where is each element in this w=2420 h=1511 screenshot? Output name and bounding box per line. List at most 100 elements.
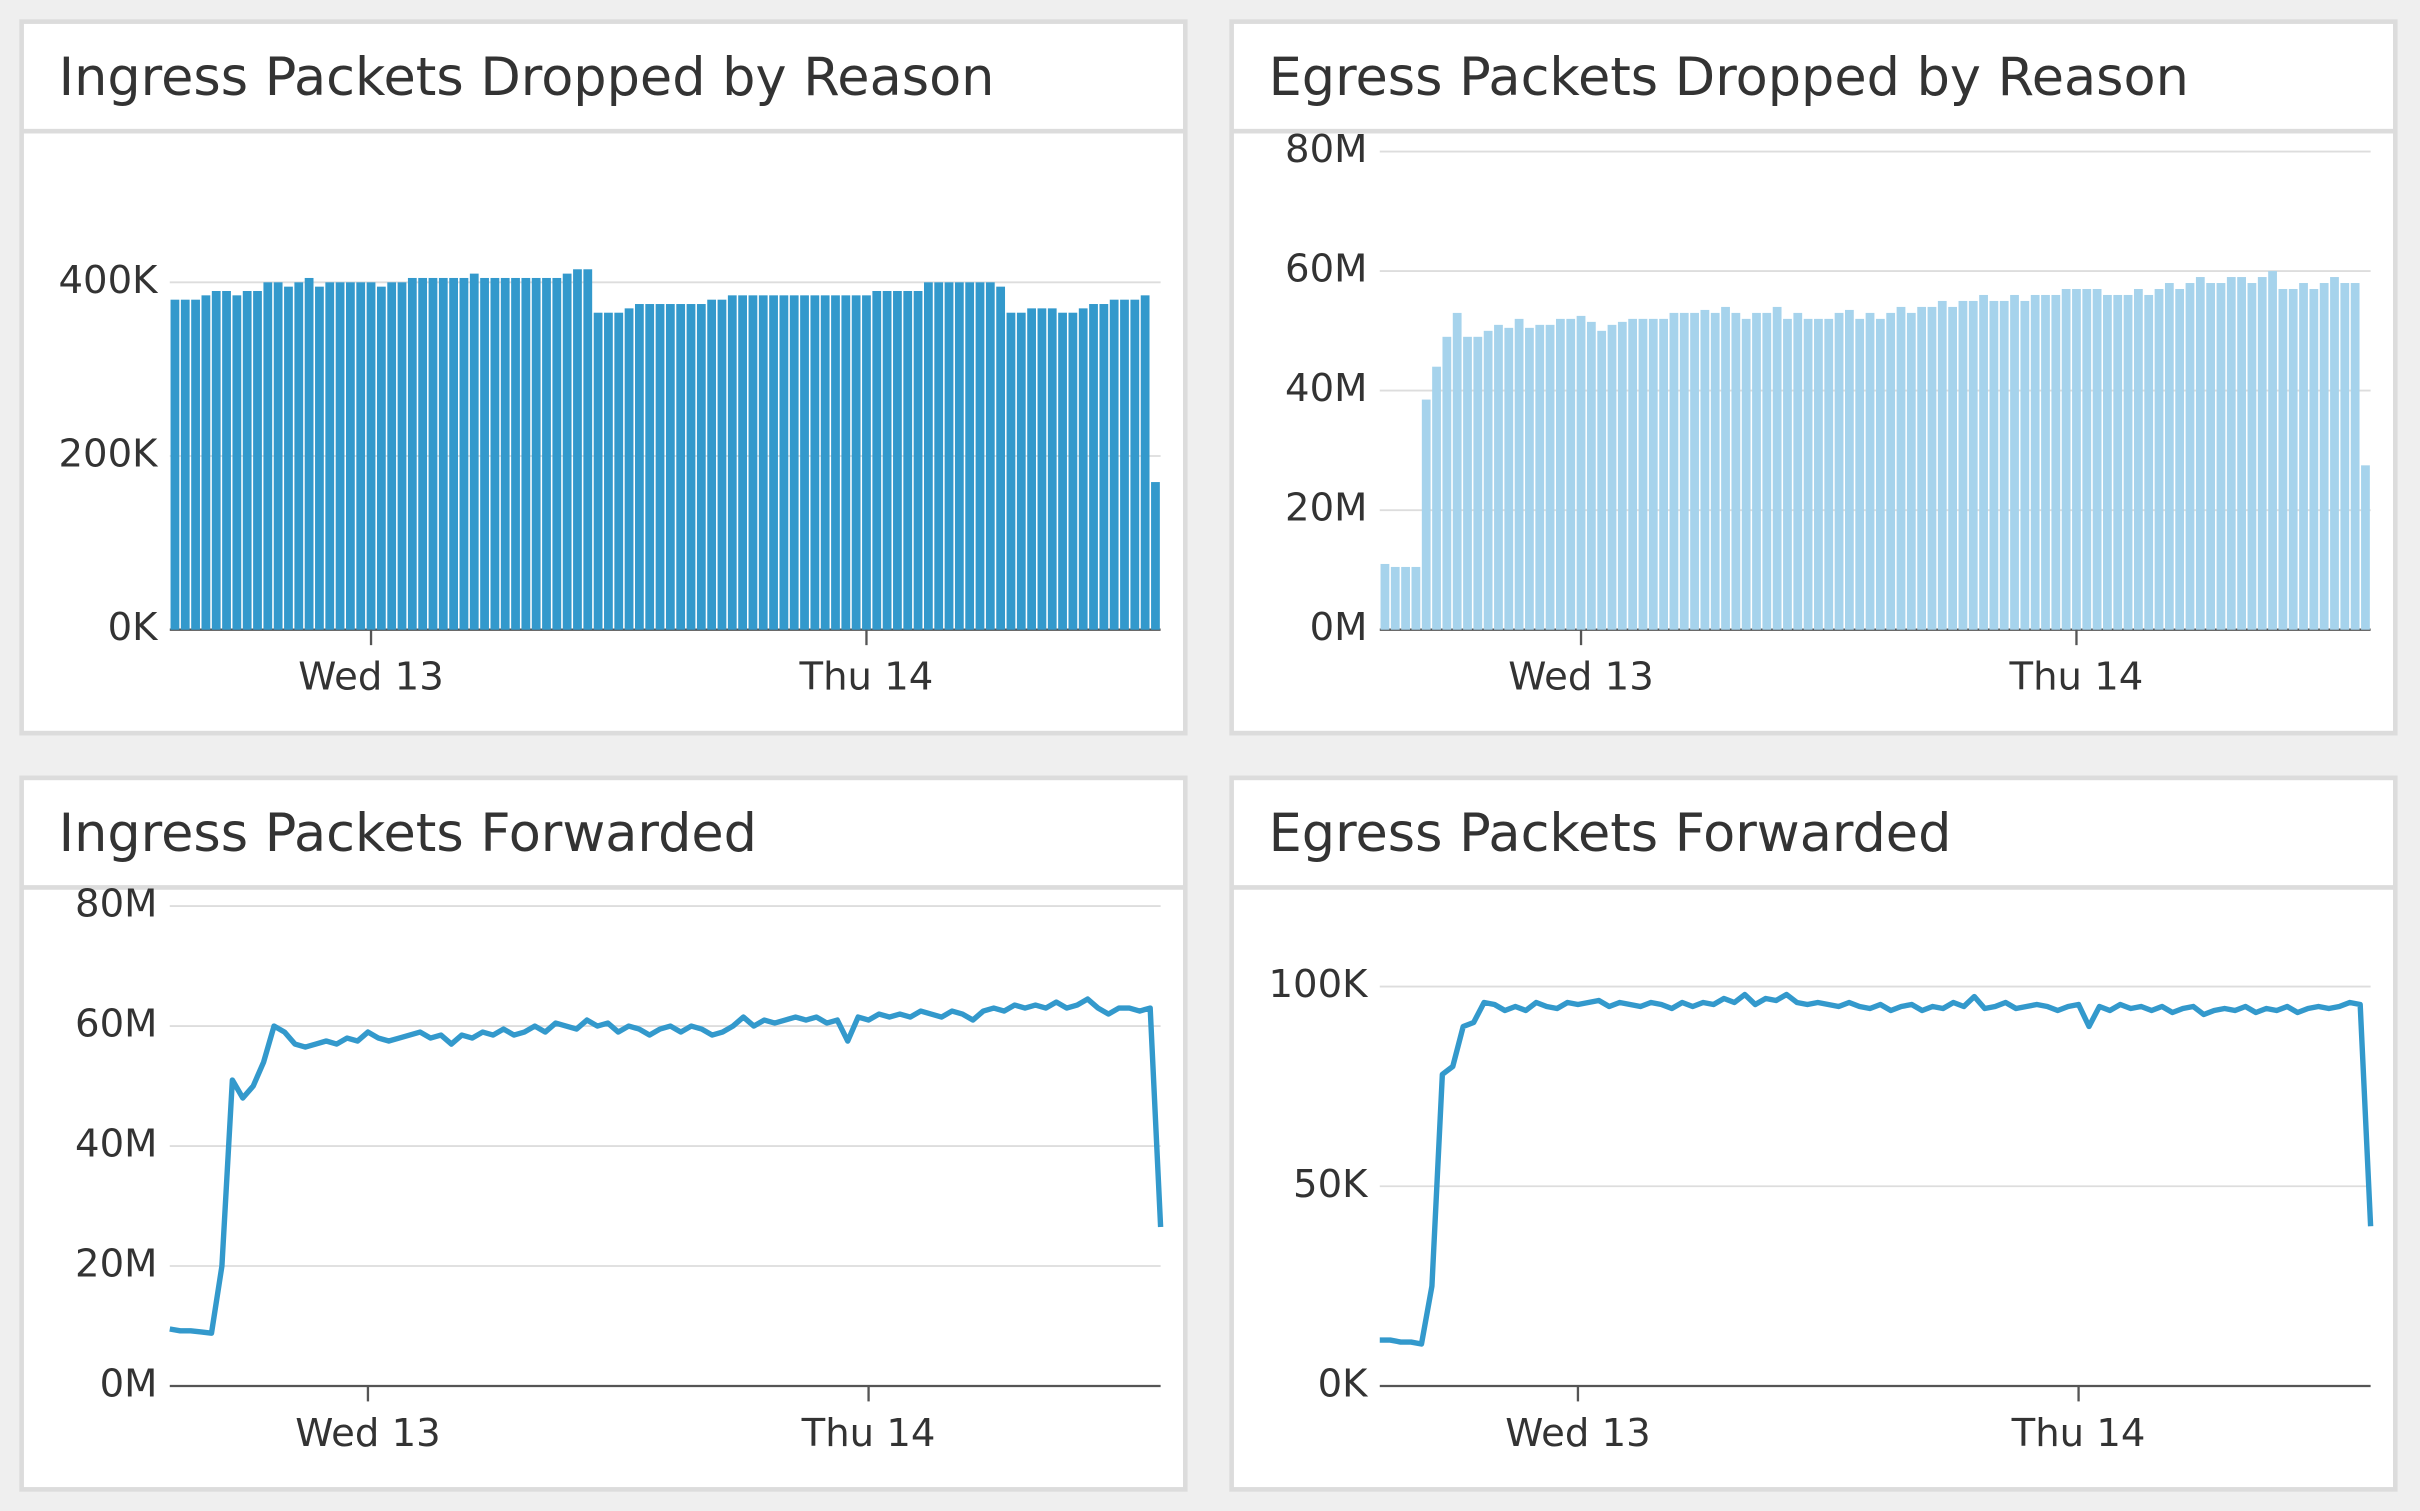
bar	[944, 282, 954, 630]
bar	[779, 295, 789, 630]
x-tick-label: Wed 13	[298, 655, 443, 700]
bar	[1937, 300, 1947, 630]
bar	[1380, 563, 1390, 630]
bar	[1401, 566, 1410, 630]
bar	[1999, 300, 2009, 630]
bar	[2195, 277, 2205, 630]
bar	[1917, 306, 1927, 630]
bar	[542, 277, 551, 630]
x-tick-label: Wed 13	[295, 1411, 440, 1456]
bar	[1669, 312, 1679, 630]
bar	[1120, 299, 1129, 630]
bar	[1390, 566, 1400, 630]
y-tick-label: 40M	[75, 1122, 157, 1167]
bar	[1741, 318, 1751, 630]
bar	[2144, 294, 2154, 630]
bar	[1834, 312, 1844, 630]
bar	[1844, 309, 1854, 630]
bar	[1824, 318, 1834, 630]
bar	[593, 312, 603, 630]
bar	[480, 277, 489, 630]
bar	[366, 282, 376, 630]
bar	[2175, 288, 2185, 630]
bar	[1556, 318, 1565, 630]
bar	[1906, 312, 1916, 630]
bar	[841, 295, 851, 630]
bar	[2361, 465, 2370, 630]
bar	[789, 295, 799, 630]
bar	[2154, 288, 2164, 630]
bar	[1535, 324, 1545, 630]
y-tick-label: 0K	[108, 605, 160, 650]
bar	[2061, 288, 2071, 630]
bar	[325, 282, 335, 630]
bar	[903, 290, 913, 630]
bar	[1762, 312, 1772, 630]
bar	[831, 295, 840, 630]
bar	[1607, 324, 1617, 630]
bar	[387, 282, 397, 630]
bar	[2309, 288, 2319, 630]
bar	[2113, 294, 2123, 630]
bar	[2010, 294, 2019, 630]
y-tick-label: 0M	[100, 1361, 158, 1406]
bar	[552, 277, 562, 630]
bar	[1452, 312, 1462, 630]
bar	[1566, 318, 1576, 630]
bar	[418, 277, 428, 630]
bar	[2164, 283, 2174, 630]
bar	[2030, 294, 2040, 630]
y-tick-label: 50K	[1293, 1162, 1369, 1207]
bar	[738, 295, 747, 630]
bar	[242, 290, 252, 630]
bar	[604, 312, 613, 630]
panel	[19, 775, 1188, 1492]
bar	[1855, 318, 1865, 630]
bar	[1006, 312, 1016, 630]
bar	[180, 299, 190, 630]
bar	[2041, 294, 2050, 630]
bar	[1927, 306, 1937, 630]
y-tick-label: 0M	[1310, 605, 1368, 650]
bar	[356, 282, 366, 630]
bar	[1597, 330, 1607, 630]
bar	[1463, 336, 1472, 630]
bar	[1068, 312, 1078, 630]
bar	[449, 277, 458, 630]
y-tick-label: 400K	[58, 258, 159, 303]
bar	[1783, 318, 1792, 630]
bar	[201, 295, 211, 630]
y-tick-label: 0K	[1318, 1361, 1370, 1406]
bar	[346, 282, 355, 630]
bar	[1679, 312, 1689, 630]
bar	[438, 277, 448, 630]
bar	[934, 282, 944, 630]
bar	[1731, 312, 1741, 630]
bar	[284, 286, 293, 630]
bar	[2340, 283, 2350, 630]
x-tick-label: Wed 13	[1508, 655, 1653, 700]
bar	[2123, 294, 2133, 630]
bar	[676, 304, 686, 630]
chart-title: Egress Packets Forwarded	[1269, 803, 1952, 864]
x-tick-label: Thu 14	[2011, 1411, 2146, 1456]
bar	[624, 308, 634, 630]
bar	[1886, 312, 1896, 630]
bar	[304, 277, 314, 630]
bar	[913, 290, 923, 630]
bar	[1617, 321, 1627, 630]
bar	[893, 290, 902, 630]
bar	[965, 282, 975, 630]
panel	[1229, 775, 2398, 1492]
bar	[1989, 300, 1999, 630]
bar	[1803, 318, 1813, 630]
bar	[1099, 304, 1109, 630]
bar	[2082, 288, 2092, 630]
bar	[1958, 300, 1968, 630]
bar	[2133, 288, 2143, 630]
bar	[294, 282, 304, 630]
bar	[211, 290, 221, 630]
bar	[2257, 277, 2267, 630]
bar	[490, 277, 500, 630]
